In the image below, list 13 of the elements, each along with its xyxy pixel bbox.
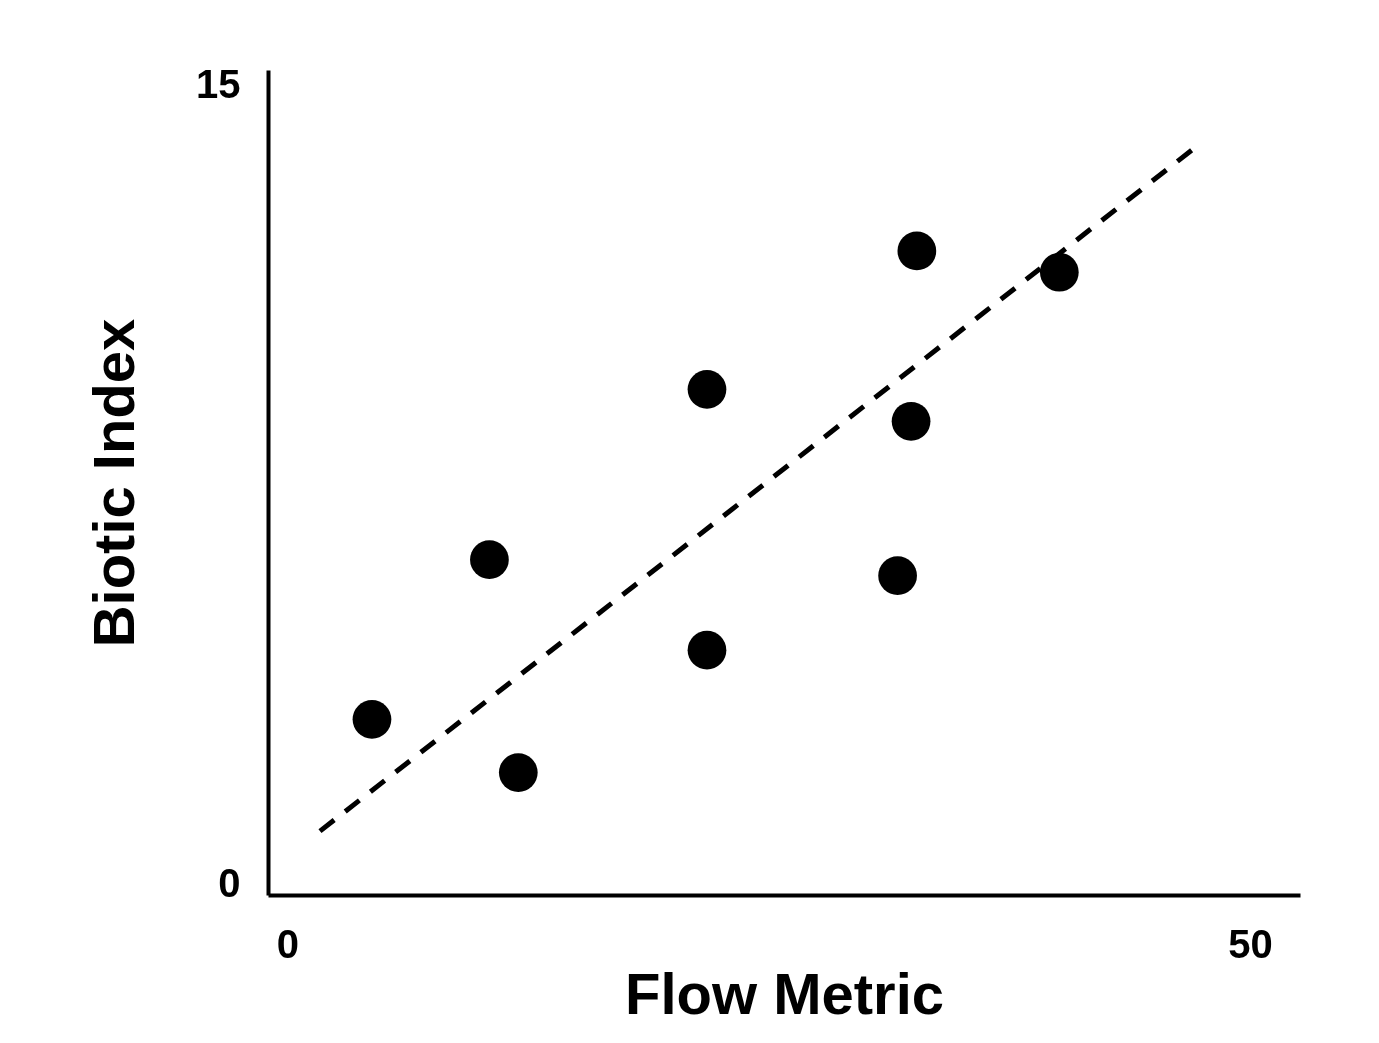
point — [470, 540, 509, 579]
point — [498, 753, 538, 792]
point — [1039, 252, 1079, 292]
point — [687, 370, 727, 409]
x-axis-title: Flow Metric — [624, 960, 945, 1026]
y-tick-label: 15 — [196, 62, 241, 107]
point — [878, 556, 917, 595]
point — [897, 231, 937, 271]
point — [891, 401, 931, 441]
point — [352, 700, 392, 739]
y-axis-title: Biotic Index — [81, 318, 147, 648]
point — [687, 630, 727, 670]
x-tick-label: 50 — [1228, 921, 1273, 966]
